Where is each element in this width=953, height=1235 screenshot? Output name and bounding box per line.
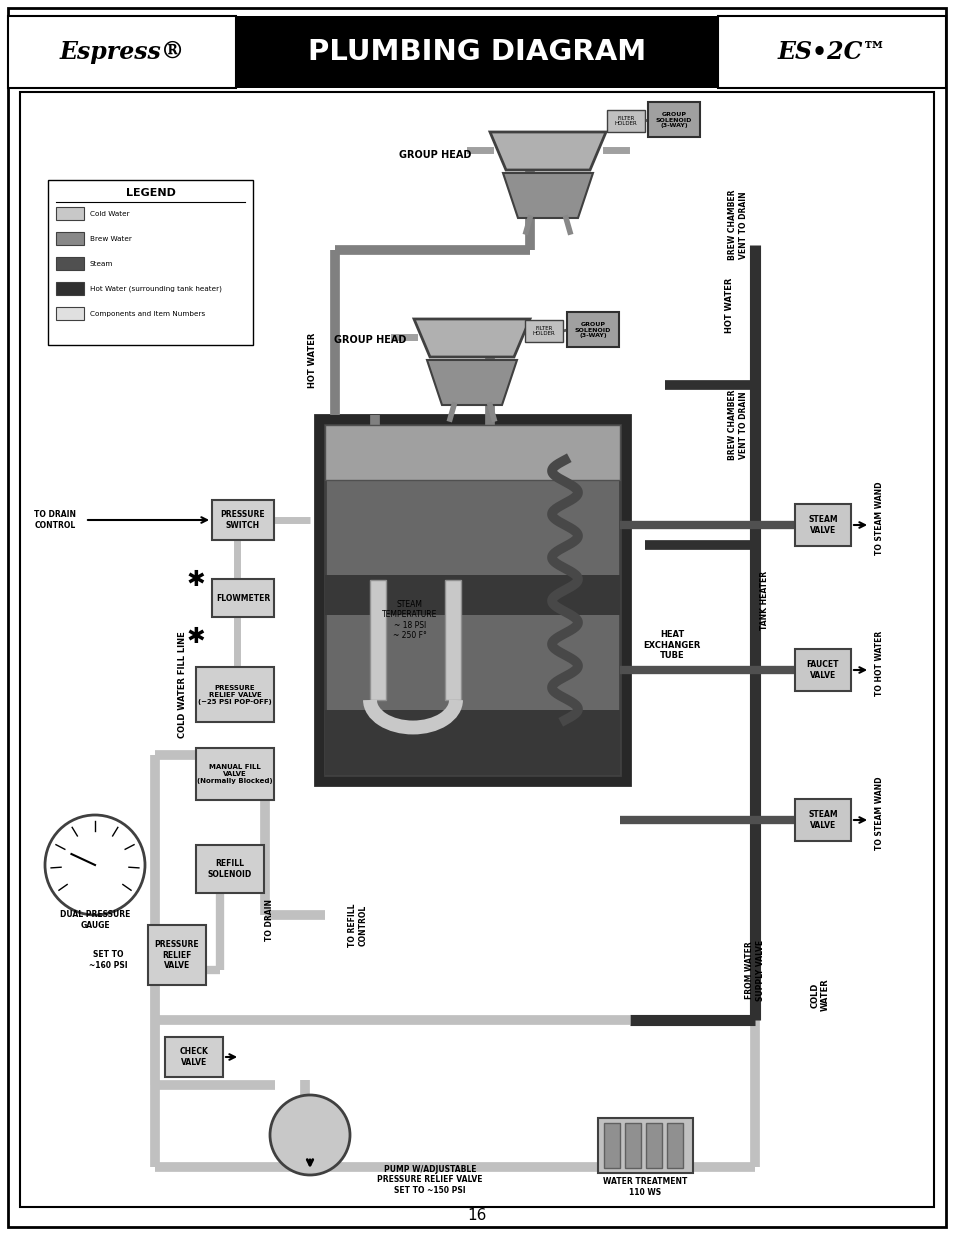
Text: REFILL
SOLENOID: REFILL SOLENOID (208, 860, 252, 878)
Bar (56, 308, 84, 320)
Bar (212, 500, 274, 540)
Text: STEAM
VALVE: STEAM VALVE (807, 810, 837, 830)
Text: STEAM
VALVE: STEAM VALVE (807, 515, 837, 535)
Bar (325, 710, 619, 776)
Text: STEAM
TEMPERATURE
~ 18 PSI
~ 250 F°: STEAM TEMPERATURE ~ 18 PSI ~ 250 F° (382, 600, 437, 640)
Text: PLUMBING DIAGRAM: PLUMBING DIAGRAM (308, 38, 645, 65)
Bar (48, 180, 253, 345)
Text: TO HOT WATER: TO HOT WATER (875, 630, 883, 695)
Bar (56, 232, 84, 245)
Text: LEGEND: LEGEND (126, 188, 175, 198)
Text: DUAL PRESSURE
GAUGE: DUAL PRESSURE GAUGE (60, 910, 130, 930)
Bar (314, 415, 629, 785)
Polygon shape (414, 319, 530, 357)
Text: HOT WATER: HOT WATER (724, 278, 734, 332)
Text: BREW CHAMBER
VENT TO DRAIN: BREW CHAMBER VENT TO DRAIN (727, 190, 747, 261)
Text: Cold Water: Cold Water (90, 211, 130, 217)
Bar (235, 16, 718, 88)
Bar (195, 748, 274, 800)
Bar (325, 576, 619, 615)
Text: PRESSURE
SWITCH: PRESSURE SWITCH (220, 510, 265, 530)
Bar (212, 579, 274, 618)
Text: GROUP HEAD: GROUP HEAD (398, 149, 471, 161)
Text: FILTER
HOLDER: FILTER HOLDER (614, 116, 637, 126)
Text: FILTER
HOLDER: FILTER HOLDER (532, 326, 555, 336)
Text: FROM WATER
SUPPLY VALVE: FROM WATER SUPPLY VALVE (744, 940, 764, 1000)
Bar (794, 504, 850, 546)
Bar (56, 282, 84, 295)
Bar (524, 320, 562, 342)
Text: COLD
WATER: COLD WATER (809, 978, 829, 1011)
Polygon shape (427, 359, 517, 405)
Text: FLOWMETER: FLOWMETER (215, 594, 270, 603)
Text: COLD WATER FILL LINE: COLD WATER FILL LINE (178, 631, 188, 739)
Bar (148, 925, 206, 986)
Bar (718, 16, 945, 88)
Text: TO STEAM WAND: TO STEAM WAND (875, 482, 883, 555)
Bar (444, 580, 460, 700)
Bar (645, 1123, 661, 1168)
Text: FAUCET
VALVE: FAUCET VALVE (806, 661, 839, 679)
Text: 16: 16 (467, 1209, 486, 1224)
Text: ✱: ✱ (187, 627, 205, 647)
Text: ✱: ✱ (187, 571, 205, 590)
Text: Components and Item Numbers: Components and Item Numbers (90, 311, 205, 317)
Text: PRESSURE
RELIEF VALVE
(~25 PSI POP-OFF): PRESSURE RELIEF VALVE (~25 PSI POP-OFF) (198, 685, 272, 705)
Text: HEAT
EXCHANGER
TUBE: HEAT EXCHANGER TUBE (642, 630, 700, 659)
Text: TO STEAM WAND: TO STEAM WAND (875, 777, 883, 850)
Bar (603, 1123, 619, 1168)
Bar (370, 580, 386, 700)
Text: ES•2C™: ES•2C™ (777, 40, 885, 64)
Text: PUMP W/ADJUSTABLE
PRESSURE RELIEF VALVE
SET TO ~150 PSI: PUMP W/ADJUSTABLE PRESSURE RELIEF VALVE … (376, 1165, 482, 1195)
Circle shape (45, 815, 145, 915)
Text: Steam: Steam (90, 261, 113, 267)
Text: Espress®: Espress® (59, 40, 185, 64)
Text: WATER TREATMENT
110 WS: WATER TREATMENT 110 WS (602, 1177, 686, 1197)
Text: PRESSURE
RELIEF
VALVE: PRESSURE RELIEF VALVE (154, 940, 199, 969)
Bar (566, 312, 618, 347)
Polygon shape (502, 173, 593, 219)
Bar (794, 799, 850, 841)
Bar (56, 207, 84, 220)
Text: GROUP
SOLENOID
(3-WAY): GROUP SOLENOID (3-WAY) (575, 321, 611, 338)
Bar (195, 667, 274, 722)
Text: Brew Water: Brew Water (90, 236, 132, 242)
Text: TO DRAIN
CONTROL: TO DRAIN CONTROL (34, 510, 76, 530)
Bar (624, 1123, 640, 1168)
Circle shape (270, 1095, 350, 1174)
Text: BREW CHAMBER
VENT TO DRAIN: BREW CHAMBER VENT TO DRAIN (727, 390, 747, 461)
Text: TANK HEATER: TANK HEATER (760, 571, 769, 630)
Bar (666, 1123, 682, 1168)
Text: HOT WATER: HOT WATER (308, 332, 317, 388)
Text: CHECK
VALVE: CHECK VALVE (179, 1047, 208, 1067)
Bar (195, 845, 264, 893)
Bar (647, 103, 700, 137)
Bar (56, 257, 84, 270)
Bar (598, 1118, 692, 1173)
Text: GROUP HEAD: GROUP HEAD (334, 335, 406, 345)
Text: TO REFILL
CONTROL: TO REFILL CONTROL (348, 903, 367, 947)
Bar (794, 650, 850, 692)
Text: MANUAL FILL
VALVE
(Normally Blocked): MANUAL FILL VALVE (Normally Blocked) (197, 764, 273, 784)
Polygon shape (490, 132, 605, 170)
Bar (8, 16, 235, 88)
Bar (325, 425, 619, 776)
Text: TO DRAIN: TO DRAIN (265, 899, 274, 941)
Bar (325, 425, 619, 480)
Text: GROUP
SOLENOID
(3-WAY): GROUP SOLENOID (3-WAY) (655, 111, 692, 128)
Bar (606, 110, 644, 132)
Text: SET TO
~160 PSI: SET TO ~160 PSI (89, 950, 127, 969)
Bar (165, 1037, 223, 1077)
Text: Hot Water (surrounding tank heater): Hot Water (surrounding tank heater) (90, 285, 222, 293)
